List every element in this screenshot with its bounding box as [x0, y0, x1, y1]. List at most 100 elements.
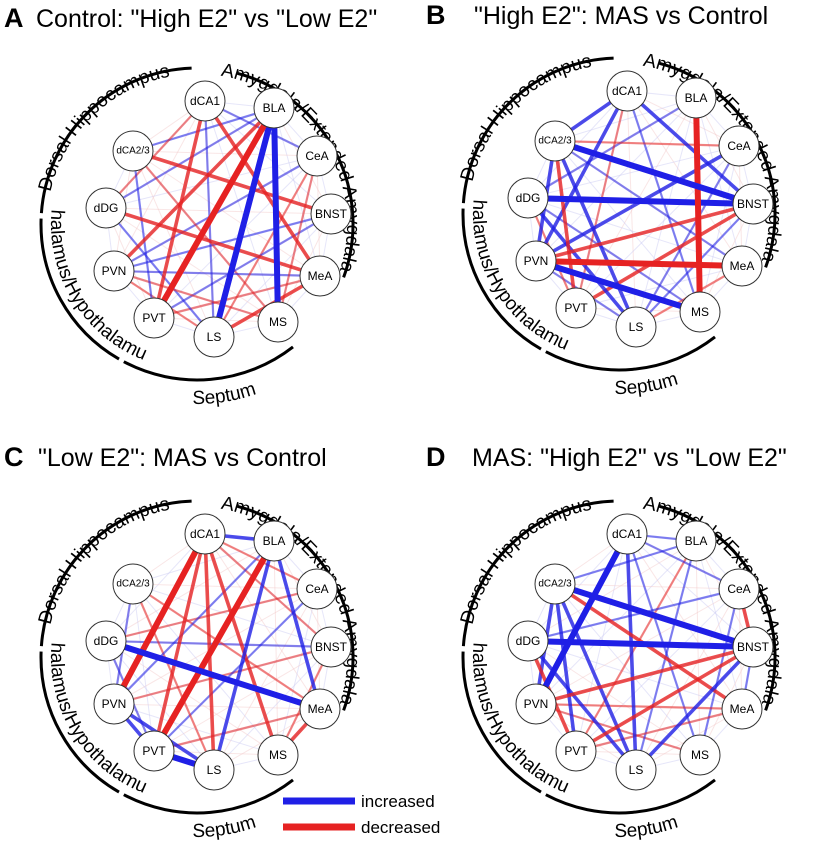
- background-link: [113, 100, 206, 272]
- edge-PVT-BNST: [152, 212, 333, 320]
- edge-dCA1-MS: [203, 532, 280, 757]
- septum-bracket: [545, 335, 716, 372]
- node-label: dDG: [516, 191, 541, 205]
- node-dDG: dDG: [507, 177, 549, 219]
- node-MeA: MeA: [721, 688, 763, 730]
- node-MS: MS: [257, 301, 299, 343]
- edge-BLA-dCA2-3: [553, 539, 698, 586]
- background-link: [105, 640, 215, 771]
- panel-letter: C: [4, 442, 24, 472]
- node-PVN: PVN: [515, 240, 557, 282]
- background-link: [113, 703, 321, 710]
- background-link: [699, 145, 740, 313]
- node-label: dCA2/3: [116, 146, 150, 157]
- panel-letter: A: [4, 3, 24, 33]
- background-link: [554, 97, 697, 142]
- node-label: BNST: [737, 640, 770, 654]
- node-dCA1: dCA1: [606, 70, 648, 112]
- edge-BLA-LS: [212, 539, 276, 772]
- edge-dCA2-3-MS: [131, 149, 280, 324]
- edge-dCA1-MeA: [203, 99, 322, 278]
- node-dDG: dDG: [507, 620, 549, 662]
- edge-dCA1-PVT: [152, 99, 207, 320]
- edge-BLA-dDG: [526, 96, 698, 200]
- node-label: PVT: [564, 301, 588, 315]
- node-MS: MS: [679, 291, 721, 333]
- edge-dCA2-3-LS: [553, 582, 638, 772]
- edge-BLA-MeA: [272, 539, 322, 711]
- septum-label: Septum: [192, 812, 258, 842]
- hippocampus-label: Dorsal Hippocampus: [35, 494, 171, 627]
- background-link: [105, 207, 279, 323]
- node-label: MeA: [730, 702, 755, 716]
- edge-dDG-BNST: [525, 195, 756, 207]
- septum-bracket: [123, 345, 294, 382]
- edge-PVT-BNST: [574, 645, 755, 753]
- node-label: LS: [207, 763, 222, 777]
- legend-decreased-label: decreased: [361, 818, 440, 837]
- node-label: PVN: [524, 254, 549, 268]
- node-BLA: BLA: [253, 520, 295, 562]
- node-label: CeA: [305, 149, 328, 163]
- edge-dDG-CeA: [526, 587, 741, 643]
- node-label: dCA2/3: [538, 136, 572, 147]
- node-PVT: PVT: [555, 287, 597, 329]
- edge-dCA1-PVN: [533, 531, 630, 707]
- edge-PVT-MeA: [574, 707, 744, 753]
- hippocampus-label: Dorsal Hippocampus: [457, 51, 593, 184]
- node-label: dDG: [94, 201, 119, 215]
- background-link: [626, 90, 637, 328]
- panel-a: A Control: "High E2" vs "Low E2" Dorsal …: [0, 0, 377, 409]
- node-label: CeA: [305, 582, 328, 596]
- edge-dDG-CeA: [104, 587, 319, 643]
- edge-dCA1-LS: [625, 532, 638, 772]
- background-link: [132, 583, 318, 590]
- node-dCA2-3: dCA2/3: [534, 120, 576, 162]
- node-PVT: PVT: [555, 730, 597, 772]
- edge-CeA-PVT: [152, 587, 319, 753]
- node-label: dCA1: [612, 527, 642, 541]
- node-BNST: BNST: [310, 193, 352, 235]
- background-link: [527, 533, 628, 642]
- node-label: MS: [691, 305, 709, 319]
- thalamus-bracket: [461, 208, 542, 351]
- hippocampus-bracket: [39, 499, 192, 647]
- node-LS: LS: [615, 749, 657, 791]
- edge-dCA2-3-BNST: [552, 138, 756, 207]
- node-PVN: PVN: [515, 683, 557, 725]
- background-link: [132, 150, 321, 277]
- background-link: [527, 90, 628, 199]
- edge-dCA2-3-LS: [553, 139, 638, 329]
- node-MS: MS: [257, 734, 299, 776]
- edge-BLA-MS: [271, 105, 281, 325]
- background-link: [153, 646, 332, 752]
- background-link: [277, 588, 318, 756]
- node-label: BLA: [263, 534, 286, 548]
- node-label: BNST: [315, 640, 348, 654]
- panel-letter: D: [426, 442, 446, 472]
- node-label: LS: [207, 330, 222, 344]
- amygdala-label: Amygdala/Extended Amygdala: [642, 50, 786, 265]
- node-label: dDG: [94, 634, 119, 648]
- node-LS: LS: [615, 306, 657, 348]
- edge-PVN-BNST: [534, 645, 755, 706]
- node-label: PVT: [564, 744, 588, 758]
- background-link: [273, 540, 279, 756]
- node-PVN: PVN: [93, 683, 135, 725]
- edge-dCA1-CeA: [625, 532, 741, 591]
- node-BLA: BLA: [253, 87, 295, 129]
- edge-dCA1-PVN: [111, 531, 208, 707]
- septum-label: Septum: [614, 812, 680, 842]
- edge-dCA1-BNST: [625, 89, 755, 206]
- node-label: CeA: [727, 582, 750, 596]
- node-dDG: dDG: [85, 620, 127, 662]
- background-link: [535, 97, 697, 262]
- connection-lines: [104, 99, 333, 340]
- background-link: [626, 90, 740, 147]
- edge-dCA2-3-PVT: [131, 149, 156, 320]
- node-label: MeA: [308, 269, 333, 283]
- septum-bracket: [545, 778, 716, 815]
- node-MeA: MeA: [721, 245, 763, 287]
- panel-title: Control: "High E2" vs "Low E2": [36, 5, 377, 33]
- background-link: [105, 533, 206, 642]
